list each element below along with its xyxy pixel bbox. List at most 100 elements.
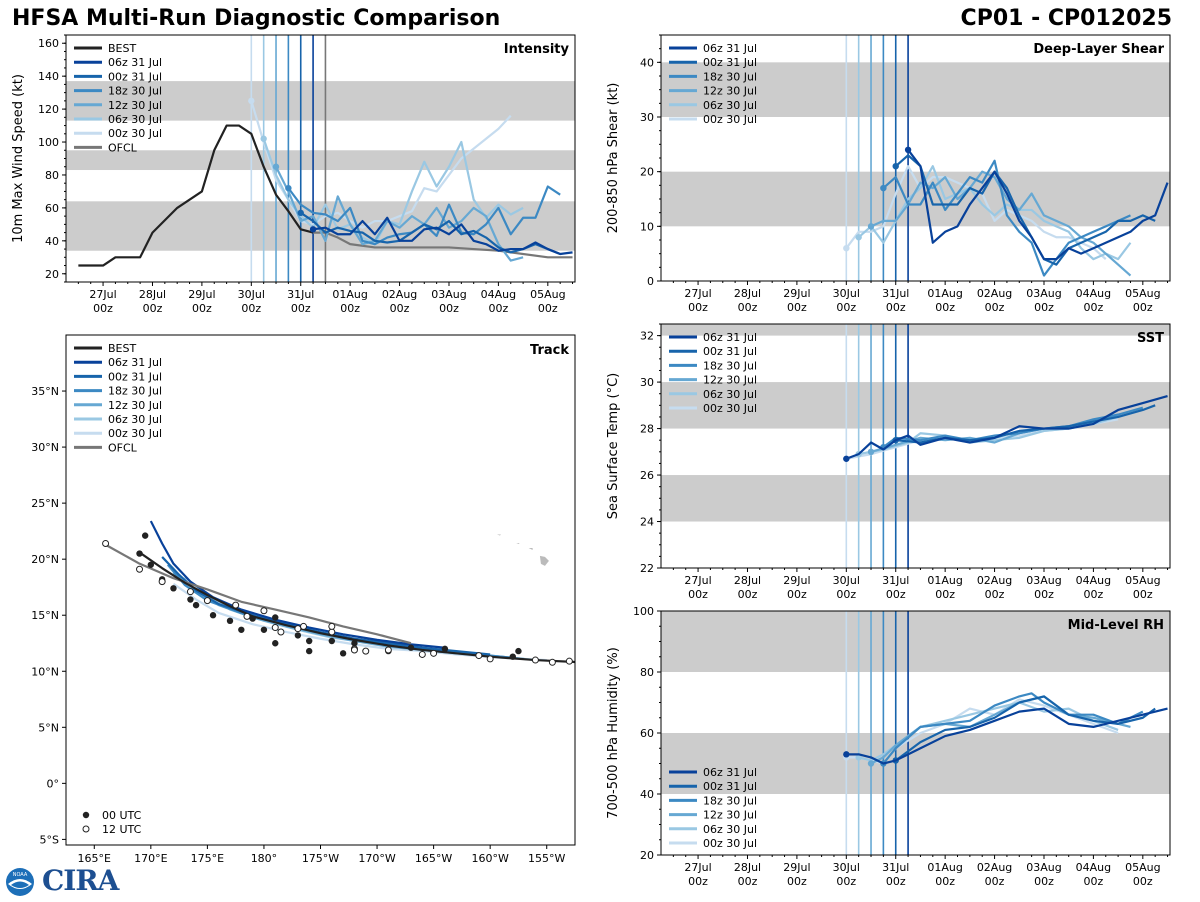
x-tick-label: 31Jul xyxy=(882,574,909,587)
legend-label: 12z 30 Jul xyxy=(108,99,162,112)
x-tick-sublabel: 00z xyxy=(340,302,360,315)
x-tick-label: 03Aug xyxy=(1026,287,1061,300)
x-tick-sublabel: 00z xyxy=(1034,588,1054,601)
legend-marker-12utc xyxy=(82,825,90,833)
x-tick-label: 28Jul xyxy=(734,861,761,874)
marker-12utc xyxy=(475,652,483,660)
x-tick-sublabel: 00z xyxy=(787,588,807,601)
marker-00utc xyxy=(328,637,336,645)
series-line xyxy=(858,701,1119,762)
x-tick-label: 28Jul xyxy=(734,287,761,300)
series-line xyxy=(882,692,1144,765)
series-start-marker xyxy=(867,760,875,767)
y-tick-label: 160 xyxy=(38,37,59,50)
x-tick-label: 30Jul xyxy=(833,861,860,874)
y-tick-label: 80 xyxy=(45,169,59,182)
x-tick-sublabel: 00z xyxy=(836,875,856,888)
legend-label: 12z 30 Jul xyxy=(703,809,757,822)
legend-label: 06z 30 Jul xyxy=(108,413,162,426)
x-tick-sublabel: 00z xyxy=(935,588,955,601)
y-tick-label: 40 xyxy=(640,56,654,69)
series-line xyxy=(846,707,1168,765)
y-tick-label: 10°N xyxy=(31,665,59,678)
x-tick-label: 27Jul xyxy=(89,288,116,301)
legend-label: 12z 30 Jul xyxy=(703,374,757,387)
legend-label: 00z 30 Jul xyxy=(108,427,162,440)
x-tick-label: 180° xyxy=(251,852,278,865)
y-tick-label: 0 xyxy=(647,275,654,288)
x-tick-label: 29Jul xyxy=(188,288,215,301)
legend-label: OFCL xyxy=(108,441,138,454)
series-start-marker xyxy=(297,209,304,217)
marker-12utc xyxy=(328,622,336,630)
x-tick-label: 29Jul xyxy=(783,861,810,874)
series-line xyxy=(895,695,1156,762)
axes-frame xyxy=(660,323,1171,569)
series-start-marker xyxy=(843,751,850,758)
panel-rh: 2040608010027Jul00z28Jul00z29Jul00z30Jul… xyxy=(606,605,1171,888)
x-tick-label: 30Jul xyxy=(833,574,860,587)
x-tick-sublabel: 00z xyxy=(738,875,758,888)
legend-label: 00z 30 Jul xyxy=(703,113,757,126)
x-tick-label: 170°W xyxy=(358,852,395,865)
x-tick-sublabel: 00z xyxy=(985,875,1005,888)
marker-12utc xyxy=(548,658,556,666)
y-tick-label: 5°N xyxy=(38,721,59,734)
y-tick-label: 22 xyxy=(640,562,654,575)
x-tick-sublabel: 00z xyxy=(935,301,955,314)
x-tick-label: 27Jul xyxy=(684,861,711,874)
marker-12utc xyxy=(384,646,392,654)
noaa-logo-icon: NOAA xyxy=(6,868,34,896)
series-start-marker xyxy=(260,135,267,142)
marker-12utc xyxy=(203,597,211,605)
x-tick-label: 02Aug xyxy=(977,574,1012,587)
marker-00utc xyxy=(249,615,256,622)
legend-label: 00z 31 Jul xyxy=(703,345,757,358)
marker-00utc xyxy=(294,632,302,639)
x-tick-sublabel: 00z xyxy=(1133,875,1153,888)
x-tick-sublabel: 00z xyxy=(985,301,1005,314)
x-tick-sublabel: 00z xyxy=(439,302,459,315)
y-tick-label: 32 xyxy=(640,330,654,343)
series-start-marker xyxy=(855,234,862,241)
legend-label: 06z 31 Jul xyxy=(108,356,162,369)
x-tick-label: 155°W xyxy=(528,852,565,865)
y-axis-label: Sea Surface Temp (°C) xyxy=(606,373,621,520)
x-tick-label: 170°E xyxy=(134,852,167,865)
island-shape xyxy=(539,555,549,566)
legend-label: BEST xyxy=(108,42,136,55)
marker-12utc xyxy=(186,588,194,596)
marker-12utc xyxy=(486,655,494,663)
x-tick-label: 27Jul xyxy=(684,287,711,300)
legend-label: 06z 31 Jul xyxy=(703,42,757,55)
marker-00utc xyxy=(339,650,347,657)
x-tick-label: 160°W xyxy=(471,852,508,865)
legend-label: 06z 30 Jul xyxy=(703,99,757,112)
legend-label: 00z 30 Jul xyxy=(108,127,162,140)
island-shape xyxy=(516,542,520,544)
y-tick-label: 24 xyxy=(640,516,654,529)
legend-label: 06z 30 Jul xyxy=(108,113,162,126)
y-tick-label: 40 xyxy=(45,235,59,248)
panel-label: SST xyxy=(1137,331,1164,346)
x-tick-sublabel: 00z xyxy=(538,302,558,315)
marker-00utc xyxy=(238,626,245,633)
legend-label: 18z 30 Jul xyxy=(703,359,757,372)
marker-00utc xyxy=(305,647,313,655)
legend-label: 06z 31 Jul xyxy=(703,331,757,344)
x-tick-label: 165°E xyxy=(78,852,111,865)
x-tick-sublabel: 00z xyxy=(291,302,311,315)
x-tick-sublabel: 00z xyxy=(390,302,410,315)
marker-00utc xyxy=(192,601,200,609)
y-tick-label: 20 xyxy=(45,268,59,281)
marker-12utc xyxy=(260,607,268,615)
x-tick-sublabel: 00z xyxy=(985,588,1005,601)
x-tick-sublabel: 00z xyxy=(1133,588,1153,601)
x-tick-label: 03Aug xyxy=(1026,574,1061,587)
legend-label: 00z 30 Jul xyxy=(703,837,757,850)
marker-00utc xyxy=(187,596,194,603)
x-tick-sublabel: 00z xyxy=(1034,875,1054,888)
x-tick-sublabel: 00z xyxy=(787,875,807,888)
x-tick-sublabel: 00z xyxy=(836,301,856,314)
